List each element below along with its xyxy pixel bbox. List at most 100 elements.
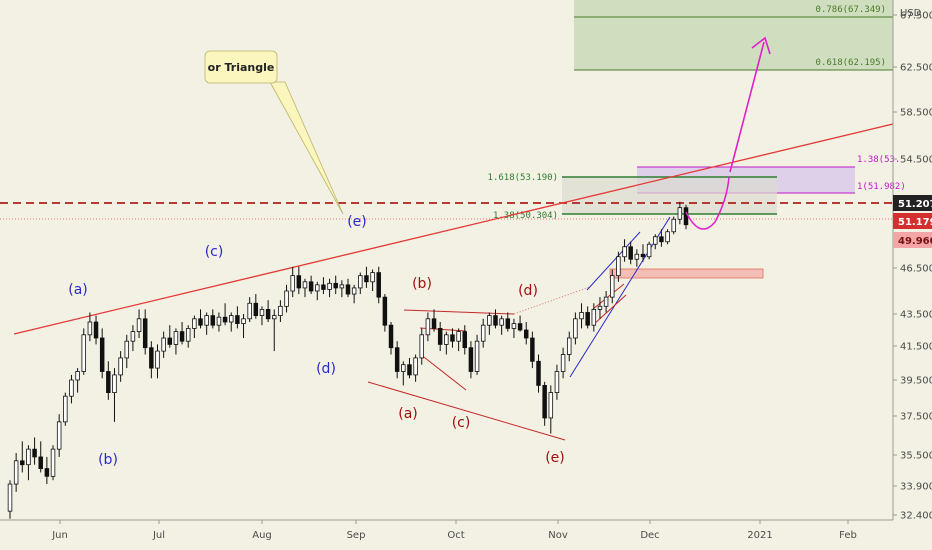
candle-body	[155, 350, 160, 369]
y-tick-label: 37.500	[900, 412, 932, 423]
wave-labels: (a) (b) (c) (d) (e) (b) (d) (a) (c) (e)	[68, 214, 565, 468]
candle-body	[302, 281, 308, 289]
candle-body	[142, 318, 148, 349]
y-axis-ticks: 32.400 33.900 35.500 37.500 39.500 41.500 43.5…	[893, 11, 932, 522]
candle-body	[370, 272, 375, 283]
x-tick-label: 2021	[747, 530, 772, 541]
y-tick-label: 32.400	[900, 511, 932, 522]
candle-body	[413, 357, 418, 376]
price-badge-label: 51.179	[898, 217, 932, 228]
candle-body	[382, 296, 388, 326]
candle-body	[339, 284, 345, 289]
candle-body	[591, 308, 597, 326]
main-trendline	[13, 123, 894, 335]
wedge-lower	[592, 294, 627, 326]
candle-body	[493, 315, 498, 326]
candle-body	[167, 337, 173, 345]
y-tick-label: 41.500	[900, 342, 932, 353]
candle-body	[112, 374, 117, 393]
triangle-lower-line	[367, 381, 566, 441]
candle-body	[419, 334, 424, 359]
y-tick-label: 35.500	[900, 451, 932, 462]
purple-label-138: 1.38(53.	[857, 155, 900, 165]
candle-body	[388, 324, 394, 349]
callout-pointer	[269, 81, 344, 215]
candle-body	[124, 340, 130, 359]
candle-body	[56, 421, 62, 450]
candle-body	[579, 312, 584, 320]
price-badge	[893, 232, 932, 248]
candle-body	[487, 315, 492, 326]
y-tick-label: 46.500	[900, 264, 932, 275]
candle-body	[401, 364, 406, 372]
candle-body	[265, 308, 271, 320]
wave-label: (b)	[412, 276, 432, 292]
y-tick-label: 58.500	[900, 108, 932, 119]
candle-body	[585, 312, 590, 326]
candle-body	[468, 347, 474, 372]
candle-body	[99, 337, 105, 372]
candle-body	[474, 340, 480, 372]
x-tick-label: Sep	[347, 530, 366, 541]
candle-body	[87, 321, 93, 336]
candle-body	[136, 318, 142, 332]
x-tick-label: Jun	[51, 530, 68, 541]
candle-body	[321, 284, 326, 290]
candle-body	[394, 347, 400, 372]
candle-body	[290, 275, 295, 292]
candle-body	[315, 284, 320, 292]
projection-arrow-line	[729, 41, 765, 173]
x-tick-label: Dec	[640, 530, 659, 541]
wave-label: (a)	[68, 282, 88, 298]
candle-body	[192, 318, 197, 329]
candle-body	[259, 308, 265, 316]
candle-body	[659, 236, 664, 243]
candle-body	[210, 315, 216, 326]
candle-body	[653, 236, 658, 245]
candle-body	[247, 302, 252, 320]
candle-body	[253, 302, 259, 316]
candle-body	[63, 395, 68, 423]
projection-curve	[685, 176, 730, 230]
candle-body	[646, 243, 652, 258]
price-badge	[893, 213, 932, 229]
candle-body	[69, 379, 74, 397]
callout-text: or Triangle	[208, 61, 275, 74]
y-tick-label: 33.900	[900, 482, 932, 493]
candle-body	[597, 305, 603, 310]
candle-body	[75, 371, 80, 381]
wave-label: (c)	[205, 244, 224, 260]
candle-body	[444, 334, 449, 345]
candle-body	[616, 256, 621, 277]
candle-body	[7, 483, 13, 512]
candle-body	[542, 384, 547, 419]
candle-body	[628, 246, 633, 260]
candle-body	[548, 392, 554, 419]
candle-body	[499, 318, 504, 326]
callout-box[interactable]	[204, 50, 278, 84]
candle-body	[81, 334, 86, 372]
green-extension-box	[562, 177, 777, 214]
demand-zone-box	[609, 268, 764, 279]
candle-body	[173, 331, 179, 345]
candle-body	[536, 360, 541, 386]
candle-body	[13, 460, 19, 485]
candle-body	[308, 281, 314, 292]
wave-label: (d)	[316, 361, 336, 377]
candle-body	[185, 327, 191, 342]
candle-body	[179, 331, 185, 342]
plot-area[interactable]	[0, 0, 893, 520]
price-badge-label: 49.960	[898, 236, 932, 247]
candle-body	[327, 282, 332, 290]
candle-body	[272, 315, 277, 320]
candle-body	[228, 315, 234, 323]
candle-body	[523, 329, 529, 339]
candle-body	[149, 347, 154, 369]
price-badge-label: 51.207	[898, 199, 932, 210]
candle-body	[235, 315, 240, 325]
candle-body	[32, 448, 37, 458]
candle-body	[450, 334, 455, 342]
candle-body	[560, 354, 566, 372]
wave-label: (e)	[545, 450, 565, 466]
